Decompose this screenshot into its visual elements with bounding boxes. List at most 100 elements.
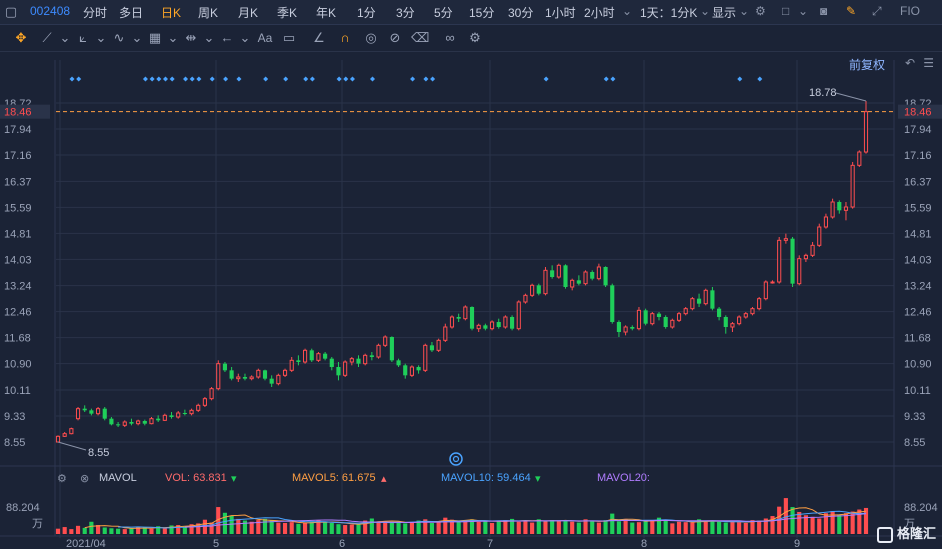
volume-bar bbox=[636, 522, 642, 534]
sidebar-toggle-icon[interactable]: ▢ bbox=[4, 4, 18, 19]
volume-bar bbox=[656, 517, 662, 534]
undo-icon[interactable]: ↶ bbox=[904, 56, 915, 70]
volume-bar bbox=[610, 513, 615, 534]
tab-3min[interactable]: 3分 bbox=[396, 6, 415, 20]
tab-daily-k[interactable]: 日K bbox=[161, 6, 182, 20]
tab-15min[interactable]: 15分 bbox=[469, 6, 495, 20]
tab-monthly-k[interactable]: 月K bbox=[238, 6, 259, 20]
close-icon[interactable]: ⊗ bbox=[80, 473, 90, 485]
tab-1hour[interactable]: 1小时 bbox=[545, 6, 576, 20]
candle-body bbox=[510, 317, 515, 329]
gear-icon[interactable]: ⚙ bbox=[57, 473, 67, 485]
eye-icon[interactable]: ◎ bbox=[365, 30, 377, 45]
candle-body bbox=[690, 298, 695, 310]
volume-bar bbox=[116, 528, 121, 534]
candle-body bbox=[616, 322, 621, 332]
tab-weekly-k[interactable]: 周K bbox=[198, 6, 219, 20]
wave-tool-icon[interactable]: ∿ bbox=[113, 30, 125, 45]
candle-body bbox=[536, 285, 541, 294]
candle-body bbox=[456, 317, 461, 319]
chevron-down-icon[interactable]: ⌄ bbox=[798, 4, 809, 18]
list-icon[interactable]: ☰ bbox=[923, 56, 934, 70]
fibonacci-tool-icon[interactable]: ▦ bbox=[148, 30, 162, 45]
event-marker bbox=[263, 76, 269, 82]
display-menu[interactable]: 显示 bbox=[712, 6, 737, 20]
volume-bar bbox=[596, 522, 601, 534]
candle-body bbox=[416, 367, 421, 371]
candle-body bbox=[737, 316, 742, 325]
fio-button[interactable]: FIO bbox=[900, 4, 920, 18]
tab-5min[interactable]: 5分 bbox=[434, 6, 453, 20]
candle-body bbox=[189, 409, 194, 415]
pencil-icon[interactable]: ✎ bbox=[846, 4, 857, 18]
volume-bar bbox=[403, 523, 408, 534]
left-price-label: 13.24 bbox=[4, 281, 32, 293]
tab-multiday[interactable]: 多日 bbox=[119, 6, 144, 20]
tab-quarterly-k[interactable]: 季K bbox=[277, 6, 298, 20]
chevron-down-icon[interactable]: ⌄ bbox=[239, 30, 251, 45]
candle-body bbox=[249, 376, 254, 380]
line-tool-icon[interactable]: ⟋ bbox=[42, 30, 52, 45]
chevron-down-icon[interactable]: ⌄ bbox=[700, 4, 711, 18]
volume-bar bbox=[176, 525, 181, 534]
volume-bar bbox=[309, 521, 314, 534]
candle-body bbox=[169, 415, 174, 417]
arrow-tool-icon[interactable]: ← bbox=[220, 30, 234, 45]
camera-icon[interactable]: ◙ bbox=[820, 4, 828, 18]
interval-select[interactable]: 1天：1分K bbox=[640, 6, 698, 20]
volume-bar bbox=[129, 528, 134, 534]
volume-bar bbox=[416, 520, 421, 534]
volume-bar bbox=[136, 527, 141, 534]
candle-body bbox=[670, 319, 675, 328]
candle-body bbox=[636, 309, 642, 330]
volume-bar bbox=[316, 520, 321, 534]
text-tool[interactable]: Aa bbox=[257, 31, 273, 45]
event-marker bbox=[610, 76, 616, 82]
stock-code[interactable]: 002408 bbox=[30, 4, 71, 18]
chevron-down-icon[interactable]: ⌄ bbox=[739, 4, 750, 18]
restore-rights-select[interactable]: 前复权 bbox=[848, 58, 885, 72]
tab-1min[interactable]: 1分 bbox=[357, 6, 376, 20]
volume-bar bbox=[837, 514, 842, 534]
hide-icon[interactable]: ⊘ bbox=[389, 30, 401, 45]
candle-body bbox=[817, 226, 822, 246]
magnet-icon[interactable]: ∩ bbox=[340, 30, 350, 45]
volume-bar bbox=[376, 521, 381, 534]
tab-yearly-k[interactable]: 年K bbox=[316, 6, 337, 20]
fullscreen-icon[interactable]: ⤢ bbox=[872, 4, 882, 18]
chevron-down-icon[interactable]: ⌄ bbox=[167, 30, 179, 45]
chevron-down-icon[interactable]: ⌄ bbox=[95, 30, 107, 45]
candle-body bbox=[262, 370, 268, 379]
chevron-down-icon[interactable]: ⌄ bbox=[622, 4, 633, 18]
square-icon[interactable]: □ bbox=[782, 4, 790, 18]
chevron-down-icon[interactable]: ⌄ bbox=[203, 30, 215, 45]
gear-icon[interactable]: ⚙ bbox=[755, 4, 766, 18]
measure-tool-icon[interactable]: ⇹ bbox=[185, 30, 197, 45]
chevron-down-icon[interactable]: ⌄ bbox=[131, 30, 143, 45]
polyline-tool-icon[interactable]: ⟀ bbox=[79, 30, 87, 45]
volume-bar bbox=[196, 523, 201, 534]
candle-body bbox=[109, 418, 114, 425]
link-icon[interactable]: ∞ bbox=[445, 30, 455, 45]
move-icon[interactable]: ✥ bbox=[15, 30, 27, 45]
right-price-label: 14.03 bbox=[904, 254, 932, 266]
current-price-tag-left bbox=[0, 104, 50, 119]
volume-bar bbox=[603, 520, 608, 534]
trash-icon[interactable]: ⌫ bbox=[411, 30, 430, 45]
gear-icon[interactable]: ⚙ bbox=[469, 30, 481, 45]
indicator-name[interactable]: MAVOL bbox=[99, 472, 137, 484]
right-price-label: 16.37 bbox=[904, 176, 932, 188]
tab-intraday[interactable]: 分时 bbox=[83, 6, 108, 20]
volume-bar bbox=[109, 528, 114, 534]
drawing-toolbar: ✥ ⟋ ⌄ ⟀ ⌄ ∿ ⌄ ▦ ⌄ ⇹ ⌄ ← ⌄ Aa ▭ ∠ ∩ ◎ ⊘ ⌫… bbox=[0, 25, 942, 52]
candle-body bbox=[583, 271, 588, 285]
volume-bar bbox=[423, 519, 428, 534]
comment-icon[interactable]: ▭ bbox=[282, 30, 296, 45]
volume-bar bbox=[82, 527, 87, 534]
tab-30min[interactable]: 30分 bbox=[508, 6, 534, 20]
tab-2hour[interactable]: 2小时 bbox=[584, 6, 615, 20]
ruler-icon[interactable]: ∠ bbox=[313, 30, 325, 45]
volume-bar bbox=[276, 522, 281, 534]
chevron-down-icon[interactable]: ⌄ bbox=[59, 30, 71, 45]
